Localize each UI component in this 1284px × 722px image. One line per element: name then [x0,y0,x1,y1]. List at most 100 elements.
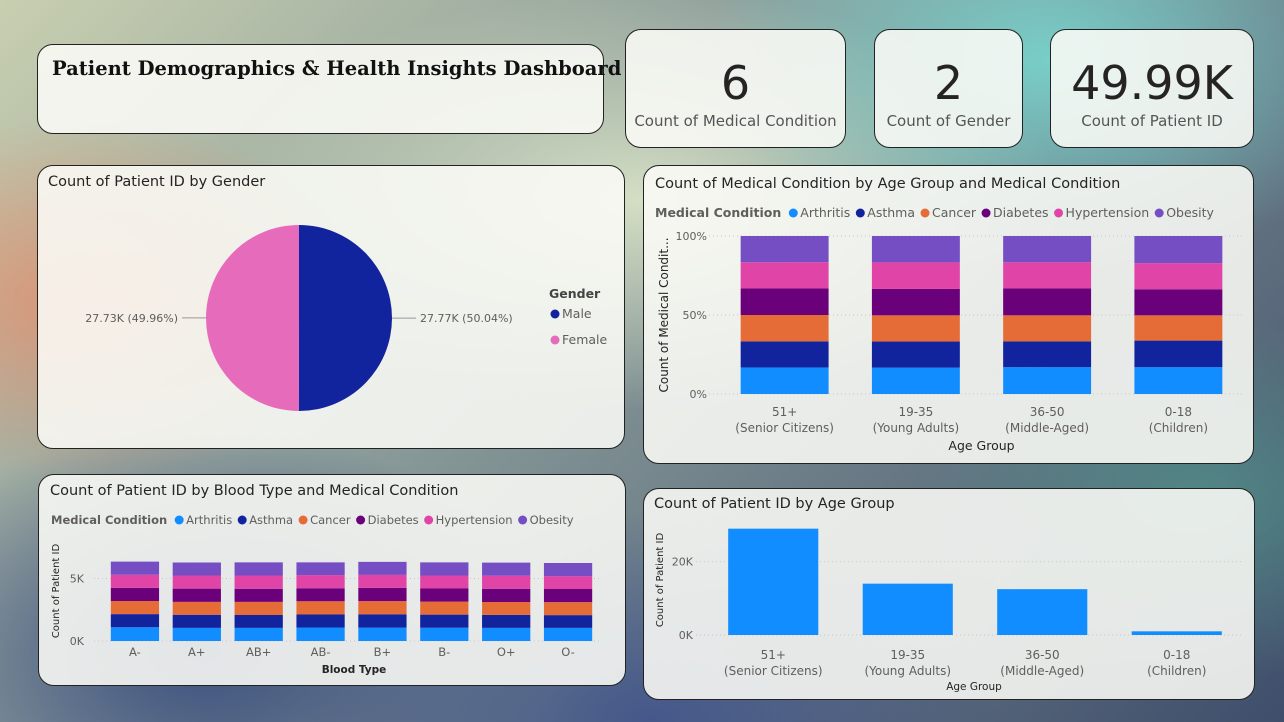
kpi-card-gender[interactable]: 2 Count of Gender [874,29,1023,148]
legend-item: Diabetes [368,513,419,527]
bar-segment-arthritis [234,627,283,641]
legend-title: Medical Condition [51,513,167,527]
bar-segment-obesity [296,562,345,576]
bar-segment-hypertension [482,575,531,589]
x-tick-label: 0-18 [1165,405,1192,419]
kpi-value: 49.99K [1071,56,1233,110]
blood-type-chart[interactable]: Medical Condition Arthritis Asthma Cancer Di… [39,475,625,685]
bar-segment-cancer [110,601,160,615]
bar-segment-hypertension [110,574,160,588]
bar-segment-arthritis [1134,367,1223,394]
age-condition-card[interactable]: Count of Medical Condition by Age Group … [643,165,1254,464]
legend-marker [981,208,991,218]
bar-segment-arthritis [740,367,829,394]
pie-slice-male [298,225,392,411]
kpi-value: 2 [933,56,964,110]
legend-marker [1054,208,1064,218]
legend-title: Medical Condition [655,205,781,220]
bar-segment-diabetes [420,588,469,602]
chart-title: Count of Patient ID by Blood Type and Me… [50,483,459,499]
gender-pie-chart[interactable]: 27.77K (50.04%) 27.73K (49.96%) Gender Male… [38,166,624,448]
bar-segment-diabetes [543,589,593,603]
x-tick-label: 0-18 [1163,648,1190,662]
gender-pie-card[interactable]: Count of Patient ID by Gender 27.77K (50… [37,165,625,449]
legend-item: Hypertension [1066,205,1150,220]
x-tick-label: (Middle-Aged) [1005,421,1089,435]
x-tick-label: (Senior Citizens) [735,421,834,435]
y-tick-label: 100% [676,230,707,243]
x-tick-label: 19-35 [898,405,933,419]
legend-item: Asthma [867,205,915,220]
legend-item: Cancer [932,205,977,220]
x-tick-label: AB+ [246,645,271,659]
bar-segment-arthritis [871,367,960,394]
bar-segment-arthritis [482,627,531,641]
legend-item: Obesity [1166,205,1214,220]
x-tick-label: B- [438,645,450,659]
bar-segment-diabetes [110,587,160,601]
x-tick-label: (Middle-Aged) [1000,664,1084,678]
x-tick-label: A- [129,645,141,659]
kpi-value: 6 [720,56,751,110]
bar-segment-asthma [740,341,829,368]
x-tick-label: 19-35 [890,648,925,662]
bar-segment-diabetes [740,288,829,315]
legend-marker [788,208,798,218]
legend-item: Obesity [530,513,574,527]
kpi-label: Count of Medical Condition [634,112,837,130]
bar-segment-diabetes [871,288,960,316]
legend-marker [518,515,528,525]
bar-segment-hypertension [740,262,829,289]
pie-data-label: 27.73K (49.96%) [85,312,178,325]
legend-marker [1154,208,1164,218]
bar [997,589,1088,635]
bar-segment-arthritis [172,627,221,641]
blood-type-card[interactable]: Count of Patient ID by Blood Type and Me… [38,474,626,686]
x-tick-label: (Children) [1149,421,1208,435]
bar-segment-asthma [172,614,221,628]
legend-item: Male [562,306,592,321]
bar-segment-cancer [871,315,960,342]
legend-marker [550,335,560,345]
x-tick-label: A+ [188,645,206,659]
bar-segment-obesity [1134,236,1223,264]
bar-segment-diabetes [358,587,407,602]
x-tick-label: 51+ [772,405,797,419]
x-axis-title: Blood Type [322,664,387,676]
age-count-chart[interactable]: 0K 20K 51+ (Senior Citizens) 19-35 (Young Adu… [644,489,1254,699]
age-condition-chart[interactable]: Medical Condition Arthritis Asthma Cancer Di… [644,166,1253,463]
y-tick-label: 20K [672,556,694,569]
bar-segment-hypertension [420,575,469,589]
bar-segment-asthma [420,614,469,628]
bar-segment-obesity [482,562,531,576]
age-count-card[interactable]: Count of Patient ID by Age Group 0K 20K 51… [643,488,1255,700]
bar-segment-diabetes [482,588,531,602]
legend-marker [855,208,865,218]
bar-segment-asthma [234,615,283,628]
kpi-card-medical-condition[interactable]: 6 Count of Medical Condition [625,29,846,148]
bar-segment-obesity [110,561,160,575]
bar-segment-asthma [358,614,407,628]
legend-item: Asthma [249,513,293,527]
bar-segment-obesity [234,562,283,576]
legend-item: Hypertension [436,513,513,527]
bar-segment-cancer [1003,315,1092,342]
bar-segment-cancer [543,602,593,616]
bar-segment-cancer [420,601,469,615]
y-tick-label: 50% [683,309,707,322]
bar-segment-obesity [172,562,221,576]
x-tick-label: AB- [311,645,331,659]
x-tick-label: (Senior Citizens) [724,664,823,678]
legend-marker [550,309,560,319]
x-tick-label: (Young Adults) [864,664,951,678]
legend-item: Diabetes [993,205,1049,220]
bar-segment-arthritis [543,627,593,641]
kpi-card-patient-id[interactable]: 49.99K Count of Patient ID [1050,29,1254,148]
chart-title: Count of Patient ID by Gender [48,174,266,190]
bar-segment-obesity [740,236,829,263]
bar-segment-obesity [420,562,469,576]
bar-segment-obesity [543,563,593,577]
x-tick-label: (Children) [1147,664,1206,678]
chart-title: Count of Patient ID by Age Group [654,496,895,512]
x-tick-label: O+ [497,645,516,659]
